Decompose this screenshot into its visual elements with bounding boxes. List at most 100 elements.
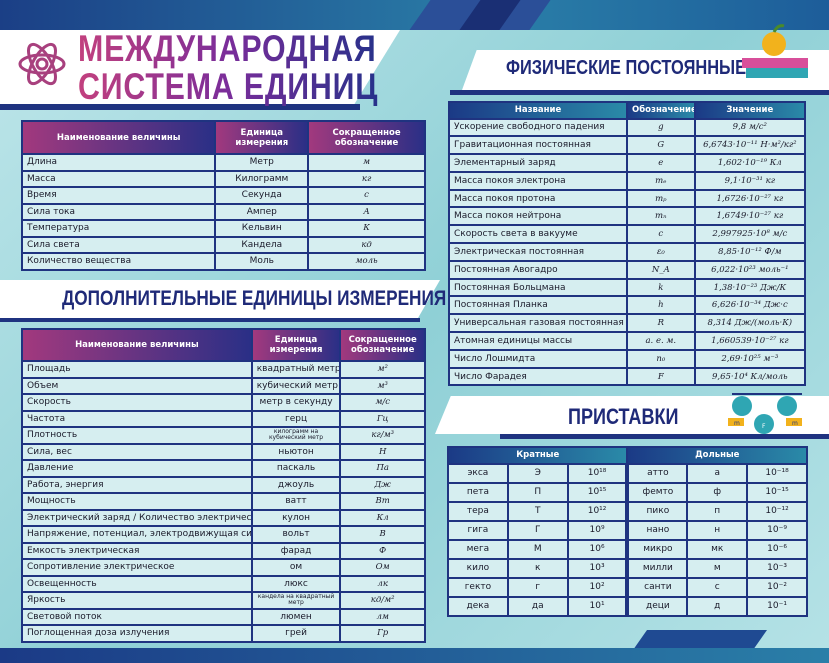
prefix-symbol: д bbox=[686, 595, 749, 617]
prefix-symbol: а bbox=[686, 462, 749, 484]
prefix-factor: 10³ bbox=[566, 557, 629, 579]
constant-symbol: mₑ bbox=[626, 170, 696, 191]
name-cell: Световой поток bbox=[21, 607, 253, 626]
name-cell: Сопротивление электрическое bbox=[21, 558, 253, 577]
prefix-name: кило bbox=[447, 557, 509, 579]
additional-units-banner bbox=[0, 280, 440, 318]
column-header: Название bbox=[448, 101, 628, 120]
symbol-cell: Кл bbox=[339, 508, 426, 527]
name-cell: Работа, энергия bbox=[21, 475, 253, 494]
symbol-cell: лм bbox=[339, 607, 426, 626]
name-cell: Емкость электрическая bbox=[21, 541, 253, 560]
unit-cell: ватт bbox=[250, 492, 342, 511]
constant-value: 8,85·10⁻¹² Ф/м bbox=[693, 242, 807, 262]
title-line-2: СИСТЕМА ЕДИНИЦ bbox=[78, 66, 379, 107]
prefix-name: атто bbox=[625, 462, 689, 484]
unit-cell: ньютон bbox=[250, 442, 342, 461]
constant-symbol: e bbox=[626, 153, 696, 173]
name-cell: Площадь bbox=[21, 360, 253, 379]
unit-cell: вольт bbox=[250, 525, 342, 544]
symbol-cell: кд bbox=[307, 235, 426, 254]
constant-symbol: а. е. м. bbox=[626, 331, 696, 351]
constant-value: 1,602·10⁻¹⁹ Кл bbox=[693, 153, 807, 173]
table-row: мега М 10⁶ микро мк 10⁻⁶ bbox=[447, 538, 808, 560]
symbol-cell: Ом bbox=[339, 558, 426, 577]
column-header: Сокращенное обозначение bbox=[307, 120, 426, 155]
symbol-cell: А bbox=[307, 202, 426, 221]
bottom-band bbox=[0, 648, 829, 663]
prefix-name: нано bbox=[625, 519, 689, 541]
name-cell: Сила тока bbox=[20, 202, 217, 221]
constant-value: 1,38·10⁻²³ Дж/К bbox=[693, 277, 807, 298]
title-banner bbox=[0, 30, 400, 108]
unit-cell: ом bbox=[250, 558, 342, 577]
table-row: Постоянная Планка h 6,626·10⁻³⁴ Дж·с bbox=[448, 295, 807, 316]
symbol-cell: Гр bbox=[339, 624, 426, 643]
table-row: Световой поток люмен лм bbox=[21, 607, 426, 626]
header-row: Кратные Дольные bbox=[446, 446, 808, 465]
prefix-name: гига bbox=[447, 519, 509, 541]
table-row: Масса покоя нейтрона mₙ 1,6749·10⁻²⁷ кг bbox=[448, 206, 807, 227]
constants-title: ФИЗИЧЕСКИЕ ПОСТОЯННЫЕ bbox=[506, 57, 747, 79]
table-row: Масса покоя протона mₚ 1,6726·10⁻²⁷ кг bbox=[448, 188, 807, 209]
constant-name: Универсальная газовая постоянная bbox=[448, 313, 628, 334]
prefix-factor: 10² bbox=[566, 576, 629, 598]
constant-name: Гравитационная постоянная bbox=[448, 135, 628, 156]
table-row: Время Секунда с bbox=[20, 186, 426, 205]
name-cell: Поглощенная доза излучения bbox=[21, 624, 253, 643]
prefix-name: гекто bbox=[447, 576, 509, 598]
table-row: Гравитационная постоянная G 6,6743·10⁻¹¹ Н… bbox=[448, 135, 807, 156]
pulley-mass-label-right: m bbox=[792, 420, 798, 427]
table-row: Количество вещества Моль моль bbox=[20, 252, 426, 271]
symbol-cell: кг/м³ bbox=[339, 426, 426, 445]
table-row: Напряжение, потенциал, электродвижущая с… bbox=[21, 525, 426, 544]
symbol-cell: кг bbox=[307, 169, 426, 188]
prefix-symbol: м bbox=[686, 557, 749, 579]
constant-name: Число Фарадея bbox=[448, 366, 628, 387]
table-row: Атомная единицы массы а. е. м. 1,660539·10… bbox=[448, 331, 807, 351]
name-cell: Скорость bbox=[21, 393, 253, 412]
constant-symbol: ε₀ bbox=[626, 242, 696, 262]
table-row: пета П 10¹⁵ фемто ф 10⁻¹⁵ bbox=[447, 481, 808, 503]
table-row: Длина Метр м bbox=[20, 153, 426, 172]
prefix-symbol: да bbox=[506, 595, 569, 617]
decor-stripe bbox=[632, 630, 768, 650]
table-row: Освещенность люкс лк bbox=[21, 574, 426, 593]
constant-value: 1,660539·10⁻²⁷ кг bbox=[693, 331, 807, 351]
table-row: Мощность ватт Вт bbox=[21, 492, 426, 511]
name-cell: Мощность bbox=[21, 492, 253, 511]
column-header: Наименование величины bbox=[20, 120, 217, 155]
symbol-cell: Н bbox=[339, 442, 426, 461]
unit-cell: герц bbox=[250, 409, 342, 428]
constant-value: 6,6743·10⁻¹¹ Н·м²/кг² bbox=[693, 135, 807, 156]
constant-value: 2,997925·10⁸ м/с bbox=[693, 224, 807, 245]
column-header: Наименование величины bbox=[21, 328, 253, 362]
symbol-cell: Ф bbox=[339, 541, 426, 560]
unit-cell: Кельвин bbox=[214, 219, 310, 238]
table-row: Скорость метр в секунду м/с bbox=[21, 393, 426, 412]
constant-value: 6,626·10⁻³⁴ Дж·с bbox=[693, 295, 807, 316]
table-row: Масса Килограмм кг bbox=[20, 169, 426, 188]
name-cell: Объем bbox=[21, 376, 253, 395]
table-row: Сила, вес ньютон Н bbox=[21, 442, 426, 461]
name-cell: Сила, вес bbox=[21, 442, 253, 461]
prefix-name: тера bbox=[447, 500, 509, 522]
prefix-factor: 10¹⁸ bbox=[566, 462, 629, 484]
prefix-symbol: Т bbox=[506, 500, 569, 522]
column-header: Единица измерения bbox=[250, 328, 342, 362]
unit-cell: люкс bbox=[250, 574, 342, 593]
banner-underline bbox=[0, 318, 420, 322]
prefix-factor: 10⁻⁶ bbox=[746, 538, 808, 560]
constant-symbol: G bbox=[626, 135, 696, 156]
base-units-table: Наименование величины Единица измерения Со… bbox=[20, 120, 426, 271]
name-cell: Время bbox=[20, 186, 217, 205]
prefix-name: микро bbox=[625, 538, 689, 560]
table-row: Сопротивление электрическое ом Ом bbox=[21, 558, 426, 577]
prefix-factor: 10¹ bbox=[566, 595, 629, 617]
constant-symbol: n₀ bbox=[626, 348, 696, 369]
table-row: гига Г 10⁹ нано н 10⁻⁹ bbox=[447, 519, 808, 541]
constant-value: 9,65·10⁴ Кл/моль bbox=[693, 366, 807, 387]
unit-cell: фарад bbox=[250, 541, 342, 560]
table-row: Работа, энергия джоуль Дж bbox=[21, 475, 426, 494]
constant-value: 8,314 Дж/(моль·К) bbox=[693, 313, 807, 334]
